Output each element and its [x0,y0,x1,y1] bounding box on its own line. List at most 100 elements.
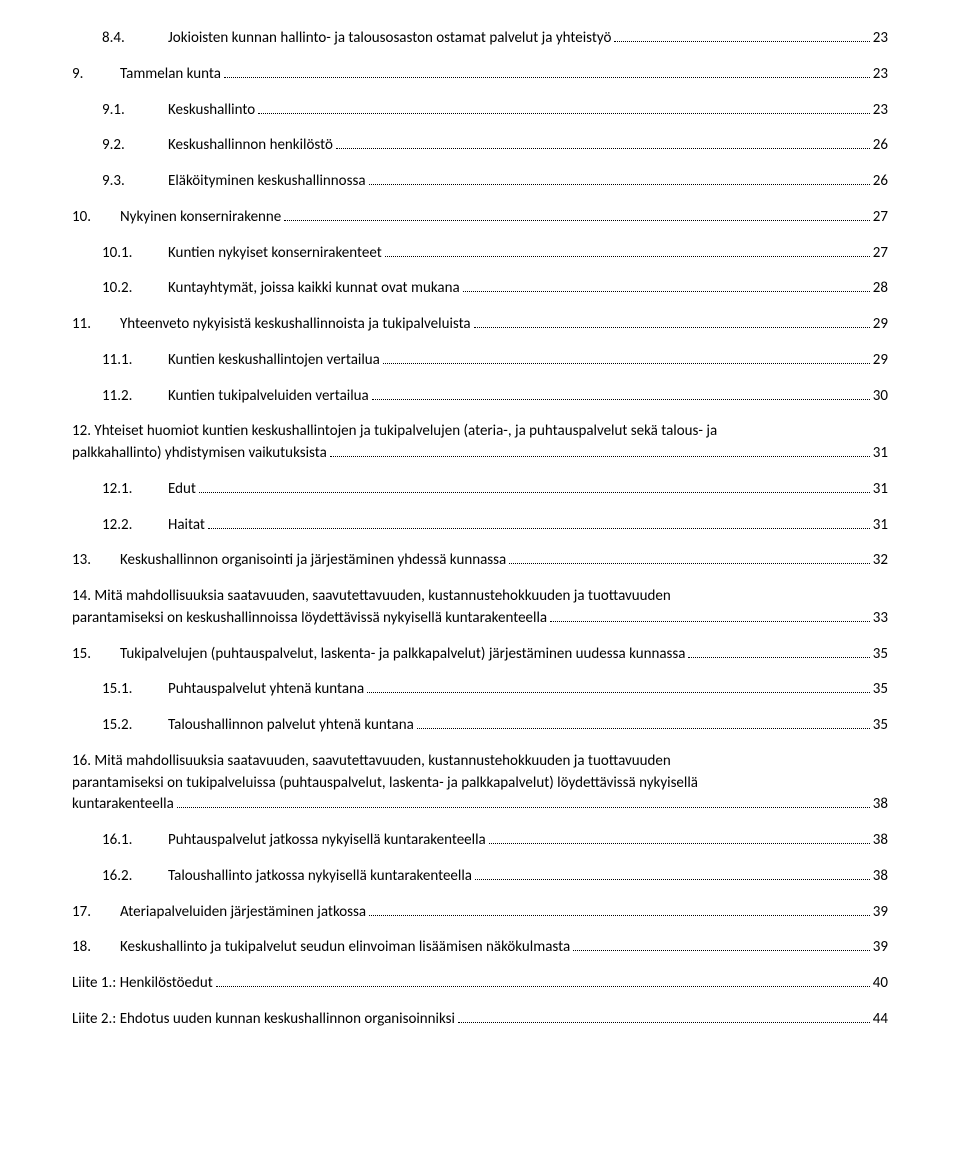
toc-entry-title: Nykyinen konsernirakenne [120,207,281,229]
toc-entry: 10.Nykyinen konsernirakenne 27 [72,207,888,229]
toc-entry: 11.Yhteenveto nykyisistä keskushallinnoi… [72,314,888,336]
toc-dot-leader [369,903,870,916]
toc-dot-leader [330,444,870,457]
toc-entry-tail: kuntarakenteella38 [72,794,888,816]
toc-entry-title: Liite 2.: Ehdotus uuden kunnan keskushal… [72,1009,455,1031]
toc-entry-number: 9.2. [102,135,168,157]
toc-entry-title: Kuntien nykyiset konsernirakenteet [168,243,382,265]
toc-page: 8.4.Jokioisten kunnan hallinto- ja talou… [0,0,960,1158]
toc-entry-title: Jokioisten kunnan hallinto- ja talousosa… [168,28,611,50]
toc-entry-title: Kuntien keskushallintojen vertailua [168,350,380,372]
toc-entry-title: Ateriapalveluiden järjestäminen jatkossa [120,902,366,924]
toc-entry-number: 10.1. [102,243,168,265]
toc-entry: 10.1.Kuntien nykyiset konsernirakenteet 2… [72,243,888,265]
toc-entry-number: 16.1. [102,830,168,852]
toc-entry-title: Yhteenveto nykyisistä keskushallinnoista… [120,314,471,336]
toc-entry-title: Tammelan kunta [120,64,221,86]
toc-entry: 18.Keskushallinto ja tukipalvelut seudun… [72,937,888,959]
toc-entry-page: 35 [873,715,888,737]
toc-entry-page: 29 [873,350,888,372]
toc-entry: 10.2.Kuntayhtymät, joissa kaikki kunnat … [72,278,888,300]
toc-dot-leader [463,279,870,292]
toc-entry-number: 15.2. [102,715,168,737]
toc-dot-leader [475,867,870,880]
toc-entry-title: Keskushallinnon organisointi ja järjestä… [120,550,506,572]
toc-entry-title: 16. Mitä mahdollisuuksia saatavuuden, sa… [72,751,888,773]
toc-dot-leader [284,208,870,221]
toc-entry-number: 15. [72,644,120,666]
toc-entry: 16. Mitä mahdollisuuksia saatavuuden, sa… [72,751,888,816]
toc-entry-page: 27 [873,207,888,229]
toc-entry: 12. Yhteiset huomiot kuntien keskushalli… [72,421,888,465]
toc-entry: Liite 1.: Henkilöstöedut 40 [72,973,888,995]
toc-entry-number: 13. [72,550,120,572]
toc-entry-number: 17. [72,902,120,924]
toc-entry-page: 44 [873,1009,888,1031]
toc-entry: 17.Ateriapalveluiden järjestäminen jatko… [72,902,888,924]
toc-entry-title: Tukipalvelujen (puhtauspalvelut, laskent… [120,644,685,666]
toc-entry-page: 27 [873,243,888,265]
toc-dot-leader [573,938,870,951]
toc-entry: 11.1.Kuntien keskushallintojen vertailua… [72,350,888,372]
toc-entry-page: 35 [873,679,888,701]
toc-entry-title: parantamiseksi on keskushallinnoissa löy… [72,608,547,630]
toc-entry-title: 14. Mitä mahdollisuuksia saatavuuden, sa… [72,586,888,608]
toc-entry-page: 35 [873,644,888,666]
toc-entry-number: 15.1. [102,679,168,701]
toc-dot-leader [199,480,870,493]
toc-entry: 15.2.Taloushallinnon palvelut yhtenä kun… [72,715,888,737]
toc-entry-title: kuntarakenteella [72,794,174,816]
toc-entry-number: 18. [72,937,120,959]
toc-dot-leader [458,1010,870,1023]
toc-dot-leader [336,136,870,149]
toc-entry: 16.2.Taloushallinto jatkossa nykyisellä … [72,866,888,888]
toc-entry-tail: parantamiseksi on keskushallinnoissa löy… [72,608,888,630]
toc-entry-page: 23 [873,28,888,50]
toc-entry-title: Taloushallinnon palvelut yhtenä kuntana [168,715,414,737]
toc-dot-leader [385,244,870,257]
toc-dot-leader [614,29,869,42]
toc-dot-leader [509,551,870,564]
toc-dot-leader [372,387,870,400]
toc-entry-tail: palkkahallinto) yhdistymisen vaikutuksis… [72,443,888,465]
toc-entry-number: 8.4. [102,28,168,50]
toc-entry-title: Kuntayhtymät, joissa kaikki kunnat ovat … [168,278,460,300]
toc-entry-page: 28 [873,278,888,300]
toc-entry-page: 26 [873,135,888,157]
toc-entry-number: 9. [72,64,120,86]
toc-entry-page: 32 [873,550,888,572]
toc-entry-page: 39 [873,902,888,924]
toc-entry: 12.2.Haitat31 [72,515,888,537]
toc-entry-title: Puhtauspalvelut yhtenä kuntana [168,679,364,701]
toc-entry-number: 10. [72,207,120,229]
toc-dot-leader [489,831,870,844]
toc-entry: 13.Keskushallinnon organisointi ja järje… [72,550,888,572]
toc-entry-page: 33 [873,608,888,630]
toc-dot-leader [208,516,870,529]
toc-entry-title: Keskushallinnon henkilöstö [168,135,333,157]
toc-entry-page: 23 [873,64,888,86]
toc-entry: 9.2.Keskushallinnon henkilöstö 26 [72,135,888,157]
toc-entry-number: 10.2. [102,278,168,300]
toc-dot-leader [258,101,870,114]
toc-entry: 12.1.Edut31 [72,479,888,501]
toc-entry-title: Kuntien tukipalveluiden vertailua [168,386,369,408]
toc-entry-page: 23 [873,100,888,122]
toc-entry-title: Puhtauspalvelut jatkossa nykyisellä kunt… [168,830,486,852]
toc-entry-title: 12. Yhteiset huomiot kuntien keskushalli… [72,421,888,443]
toc-entry-title: Liite 1.: Henkilöstöedut [72,973,213,995]
toc-entry: 9.3.Eläköityminen keskushallinnossa26 [72,171,888,193]
toc-entry: 9.1.Keskushallinto23 [72,100,888,122]
toc-entry-title: Keskushallinto ja tukipalvelut seudun el… [120,937,570,959]
toc-dot-leader [383,351,870,364]
table-of-contents: 8.4.Jokioisten kunnan hallinto- ja talou… [72,28,888,1031]
toc-entry: Liite 2.: Ehdotus uuden kunnan keskushal… [72,1009,888,1031]
toc-entry-number: 11.2. [102,386,168,408]
toc-dot-leader [474,315,870,328]
toc-dot-leader [367,680,870,693]
toc-entry-page: 40 [873,973,888,995]
toc-entry-number: 11.1. [102,350,168,372]
toc-entry-page: 38 [873,866,888,888]
toc-dot-leader [224,65,870,78]
toc-entry-page: 31 [873,515,888,537]
